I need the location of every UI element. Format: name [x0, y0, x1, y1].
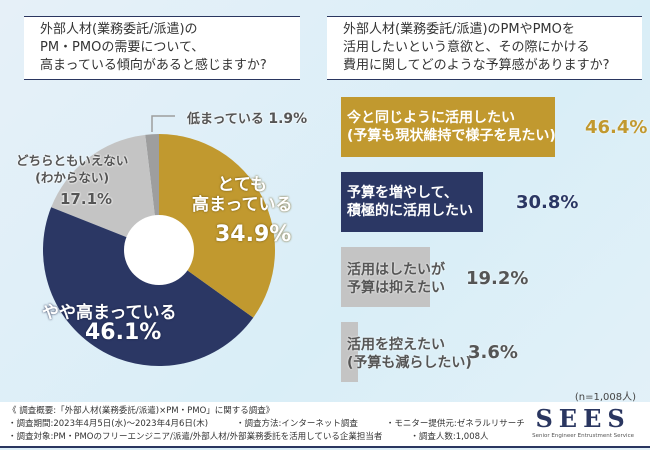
survey-provider: ・モニター提供元:ゼネラルリサーチ	[385, 419, 525, 429]
slice-label-very-high: とても 高まっている	[192, 175, 293, 215]
slice-pct-neutral: 17.1%	[60, 190, 113, 208]
bar-pct-restrain: 19.2%	[466, 268, 529, 289]
bar-label-increase: 予算を増やして、 積極的に活用したい	[347, 185, 473, 219]
slice-pct-somewhat-high: 46.1%	[85, 320, 162, 345]
right-question: 外部人材(業務委託/派遣)のPMやPMOを 活用したいという意欲と、その際にかけ…	[327, 16, 642, 80]
left-question: 外部人材(業務委託/派遣)の PM・PMOの需要について、 高まっている傾向があ…	[24, 16, 300, 80]
pie-slice-1	[43, 207, 254, 366]
pie-slice-0	[159, 134, 275, 318]
pie-slice-2	[51, 134, 159, 250]
logo-tagline: Senior Engineer Entrustment Service	[532, 433, 634, 439]
bar-0	[341, 97, 555, 157]
survey-method: ・調査方法:インターネット調査	[236, 419, 358, 429]
sample-size-note: (n=1,008人)	[574, 392, 636, 403]
slice-pct-very-high: 34.9%	[215, 222, 292, 247]
bar-2	[341, 247, 430, 307]
survey-period: ・調査期間:2023年4月5日(水)〜2023年4月6日(木)	[8, 419, 209, 429]
survey-target: ・調査対象:PM・PMOのフリーエンジニア/派遣/外部人材/外部業務委託を活用し…	[8, 432, 383, 442]
bar-label-refrain: 活用を控えたい (予算も減らしたい)	[347, 337, 472, 371]
leader-line	[151, 115, 175, 132]
bar-pct-same: 46.4%	[585, 117, 648, 138]
bar-3	[341, 322, 358, 382]
bar-pct-increase: 30.8%	[516, 192, 579, 213]
logo-brand: SEES	[535, 404, 631, 433]
survey-count: ・調査人数:1,008人	[410, 432, 489, 442]
bar-label-restrain: 活用はしたいが 予算は抑えたい	[347, 262, 445, 296]
survey-footer: 《 調査概要:「外部人材(業務委託/派遣)×PM・PMO」に関する調査》 ・調査…	[0, 402, 650, 448]
slice-label-low: 低まっている 1.9%	[187, 111, 308, 127]
bar-pct-refrain: 3.6%	[468, 342, 518, 363]
survey-title: 《 調査概要:「外部人材(業務委託/派遣)×PM・PMO」に関する調査》	[8, 406, 275, 416]
donut-chart	[43, 115, 275, 366]
sees-logo: SEES Senior Engineer Entrustment Service	[532, 404, 634, 439]
bar-1	[341, 172, 484, 232]
slice-label-somewhat-high: やや高まっている	[42, 303, 177, 323]
donut-hole	[124, 215, 194, 285]
slice-label-neutral: どちらともいえない (わからない)	[16, 153, 129, 185]
bar-label-same: 今と同じように活用したい (予算も現状維持で様子を見たい)	[347, 110, 556, 144]
